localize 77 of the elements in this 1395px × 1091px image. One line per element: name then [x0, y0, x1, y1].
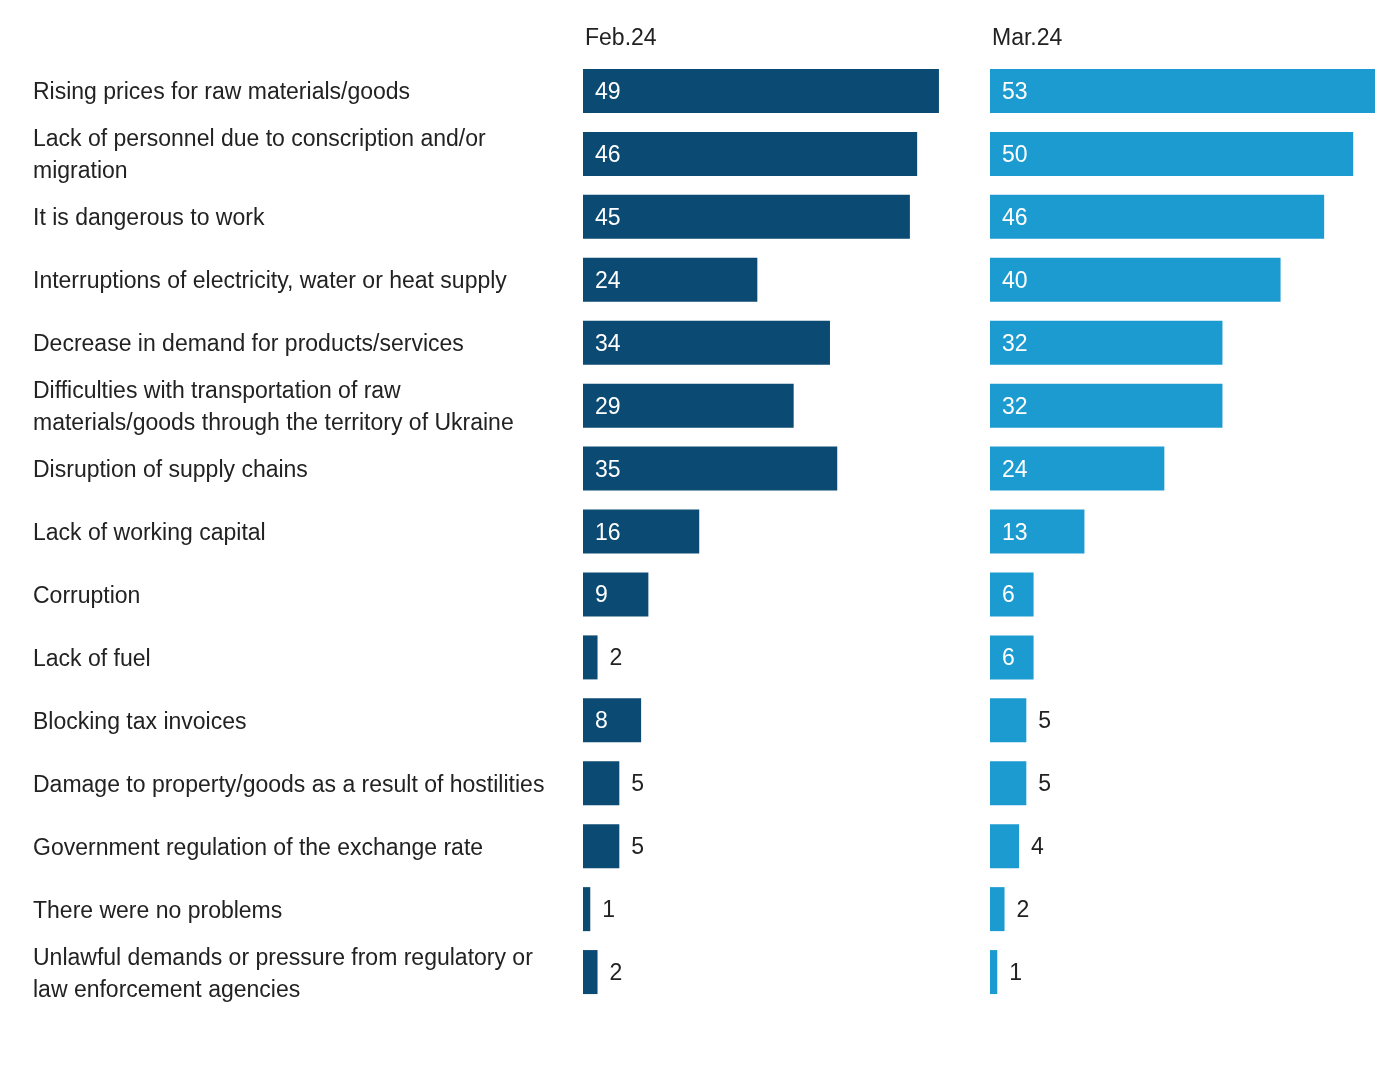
data-label: 16 — [595, 518, 621, 545]
y-tick-label: Interruptions of electricity, water or heat supply — [33, 267, 508, 294]
bar — [583, 320, 830, 365]
bar — [990, 320, 1223, 365]
bar — [990, 131, 1354, 176]
bar — [583, 446, 838, 491]
data-label: 32 — [1002, 329, 1028, 356]
data-label: 2 — [609, 959, 623, 986]
bar — [583, 257, 758, 302]
bar — [583, 761, 620, 806]
bar — [990, 194, 1325, 239]
data-label: 13 — [1002, 518, 1028, 545]
y-tick-label: Corruption — [33, 581, 141, 608]
data-label: 5 — [1038, 770, 1052, 797]
bar — [583, 572, 649, 617]
chart-title: Mar.24 — [992, 24, 1064, 52]
bar — [990, 635, 1034, 680]
bar — [990, 446, 1165, 491]
bar — [990, 257, 1281, 302]
bar — [583, 635, 598, 680]
y-tick-label: Blocking tax invoices — [33, 707, 247, 734]
y-tick-label: There were no problems — [33, 896, 283, 923]
bar — [583, 950, 598, 995]
bar — [583, 824, 620, 869]
bar — [990, 824, 1020, 869]
data-label: 50 — [1002, 140, 1028, 167]
bar — [990, 69, 1375, 113]
data-label: 29 — [595, 392, 621, 419]
bar — [583, 887, 591, 932]
data-label: 2 — [609, 644, 623, 671]
y-tick-label: Decrease in demand for products/services — [33, 330, 464, 357]
data-label: 6 — [1002, 644, 1015, 671]
data-label: 9 — [595, 581, 608, 608]
bar — [990, 950, 998, 995]
y-tick-label: Disruption of supply chains — [33, 456, 308, 483]
bar — [583, 69, 939, 113]
y-tick-label: Government regulation of the exchange rate — [33, 833, 484, 860]
bar — [583, 383, 794, 428]
y-tick-label: Difficulties with transportation of raw materials/goods through the territory of Ukraine — [33, 377, 514, 436]
data-label: 34 — [595, 329, 621, 356]
bar — [990, 383, 1223, 428]
y-tick-label: It is dangerous to work — [33, 204, 265, 231]
data-label: 24 — [595, 266, 621, 293]
bar — [583, 194, 910, 239]
data-label: 4 — [1031, 833, 1045, 860]
data-label: 45 — [595, 203, 621, 230]
data-label: 1 — [1009, 959, 1023, 986]
data-label: 5 — [1038, 707, 1052, 734]
chart-title: Feb.24 — [585, 24, 658, 52]
data-label: 24 — [1002, 455, 1028, 482]
bar — [990, 761, 1027, 806]
y-tick-label: Lack of fuel — [33, 644, 151, 671]
data-label: 6 — [1002, 581, 1015, 608]
y-tick-label: Unlawful demands or pressure from regulatory or law enforcement agencies — [33, 943, 534, 1002]
bar — [583, 509, 700, 554]
data-label: 2 — [1016, 896, 1030, 923]
data-label: 1 — [602, 896, 616, 923]
data-label: 40 — [1002, 266, 1028, 293]
y-tick-label: Lack of working capital — [33, 519, 266, 545]
data-label: 5 — [631, 770, 645, 797]
bar — [583, 131, 918, 176]
bar — [990, 887, 1005, 932]
bar — [990, 509, 1085, 554]
data-label: 46 — [1002, 203, 1028, 230]
data-label: 32 — [1002, 392, 1028, 419]
data-label: 8 — [595, 707, 608, 734]
data-label: 49 — [595, 78, 621, 104]
bar — [583, 698, 642, 743]
data-label: 53 — [1002, 78, 1028, 104]
y-tick-label: Rising prices for raw materials/goods — [33, 78, 411, 105]
bar — [990, 572, 1034, 617]
data-label: 35 — [595, 455, 621, 482]
data-label: 5 — [631, 833, 645, 860]
y-tick-label: Lack of personnel due to conscription and/or migration — [33, 125, 486, 184]
data-label: 46 — [595, 140, 621, 167]
y-tick-label: Damage to property/goods as a result of hostilities — [33, 770, 545, 797]
bar — [990, 698, 1027, 743]
